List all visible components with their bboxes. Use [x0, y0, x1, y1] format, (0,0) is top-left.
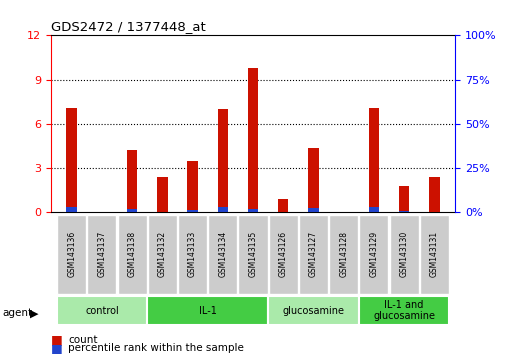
Text: GSM143134: GSM143134 — [218, 231, 227, 277]
Text: GSM143133: GSM143133 — [188, 231, 196, 277]
Bar — [66, 207, 77, 212]
Text: ■: ■ — [50, 342, 62, 354]
Bar — [368, 108, 378, 212]
Text: ■: ■ — [50, 333, 62, 346]
Bar — [217, 207, 228, 212]
FancyBboxPatch shape — [57, 296, 147, 325]
Bar — [247, 209, 258, 212]
Text: GSM143129: GSM143129 — [369, 231, 378, 277]
FancyBboxPatch shape — [268, 215, 297, 294]
Bar — [187, 161, 197, 212]
Text: GSM143127: GSM143127 — [309, 231, 317, 277]
Text: GSM143131: GSM143131 — [429, 231, 438, 277]
Text: ▶: ▶ — [30, 308, 39, 318]
FancyBboxPatch shape — [178, 215, 207, 294]
Text: percentile rank within the sample: percentile rank within the sample — [68, 343, 244, 353]
Bar — [127, 150, 137, 212]
Bar — [398, 211, 409, 212]
FancyBboxPatch shape — [419, 215, 448, 294]
Bar — [368, 207, 378, 212]
FancyBboxPatch shape — [147, 215, 177, 294]
Bar — [308, 208, 318, 212]
FancyBboxPatch shape — [118, 215, 146, 294]
FancyBboxPatch shape — [268, 296, 358, 325]
Bar — [247, 68, 258, 212]
Bar — [277, 199, 288, 212]
FancyBboxPatch shape — [298, 215, 327, 294]
Bar — [217, 109, 228, 212]
Text: GSM143128: GSM143128 — [338, 231, 347, 277]
Text: control: control — [85, 306, 119, 316]
Bar — [308, 148, 318, 212]
FancyBboxPatch shape — [208, 215, 237, 294]
Text: GSM143132: GSM143132 — [158, 231, 167, 277]
FancyBboxPatch shape — [87, 215, 116, 294]
Text: GSM143138: GSM143138 — [127, 231, 136, 277]
Bar — [187, 210, 197, 212]
Text: GDS2472 / 1377448_at: GDS2472 / 1377448_at — [50, 20, 205, 33]
Bar — [66, 108, 77, 212]
Text: GSM143136: GSM143136 — [67, 231, 76, 277]
FancyBboxPatch shape — [359, 215, 387, 294]
Text: IL-1 and
glucosamine: IL-1 and glucosamine — [372, 300, 434, 321]
Text: GSM143126: GSM143126 — [278, 231, 287, 277]
Bar — [127, 209, 137, 212]
Text: GSM143137: GSM143137 — [97, 231, 106, 277]
Text: agent: agent — [3, 308, 33, 318]
Text: IL-1: IL-1 — [198, 306, 216, 316]
FancyBboxPatch shape — [328, 215, 358, 294]
FancyBboxPatch shape — [358, 296, 448, 325]
Text: GSM143130: GSM143130 — [399, 231, 408, 277]
Bar — [428, 177, 439, 212]
FancyBboxPatch shape — [389, 215, 418, 294]
Bar — [157, 177, 167, 212]
Text: GSM143135: GSM143135 — [248, 231, 257, 277]
FancyBboxPatch shape — [238, 215, 267, 294]
Bar — [398, 186, 409, 212]
Text: glucosamine: glucosamine — [282, 306, 344, 316]
FancyBboxPatch shape — [57, 215, 86, 294]
Text: count: count — [68, 335, 97, 345]
FancyBboxPatch shape — [147, 296, 268, 325]
